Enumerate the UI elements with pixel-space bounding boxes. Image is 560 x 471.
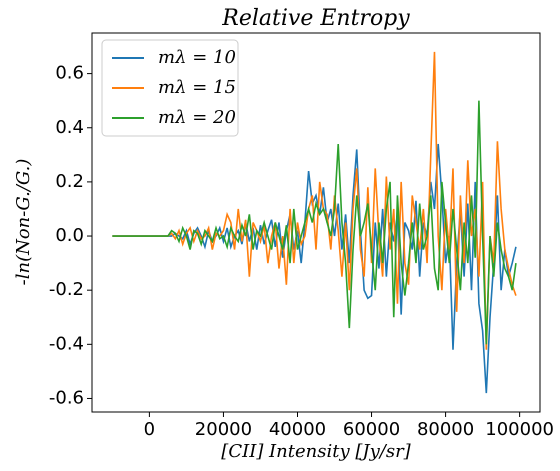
series-line [112, 51, 517, 350]
plot-frame [91, 32, 541, 413]
series-line [112, 100, 517, 345]
x-axis-label: [CII] Intensity [Jy/sr] [221, 441, 411, 462]
y-tick-label: 0.2 [55, 171, 84, 192]
legend-label: mλ = 20 [158, 107, 236, 128]
chart-title: Relative Entropy [221, 6, 410, 31]
x-tick-label: 40000 [269, 419, 326, 440]
y-tick-label: -0.4 [49, 333, 84, 354]
y-tick-label: 0.4 [55, 117, 84, 138]
y-tick-label: -0.2 [49, 279, 84, 300]
x-tick-label: 80000 [417, 419, 474, 440]
x-tick-label: 20000 [195, 419, 252, 440]
legend: mλ = 10 mλ = 15 mλ = 20 [101, 39, 239, 137]
x-tick-label: 0 [144, 419, 155, 440]
y-axis-label: -ln(Non-G./G.) [13, 159, 34, 286]
legend-label: mλ = 10 [158, 47, 236, 68]
y-tick-label: 0.0 [55, 225, 84, 246]
legend-box [101, 39, 239, 137]
y-tick-label: -0.6 [49, 387, 84, 408]
legend-label: mλ = 15 [158, 77, 236, 98]
y-tick-label: 0.6 [55, 63, 84, 84]
x-tick-label: 60000 [343, 419, 400, 440]
x-tick-label: 100000 [485, 419, 554, 440]
